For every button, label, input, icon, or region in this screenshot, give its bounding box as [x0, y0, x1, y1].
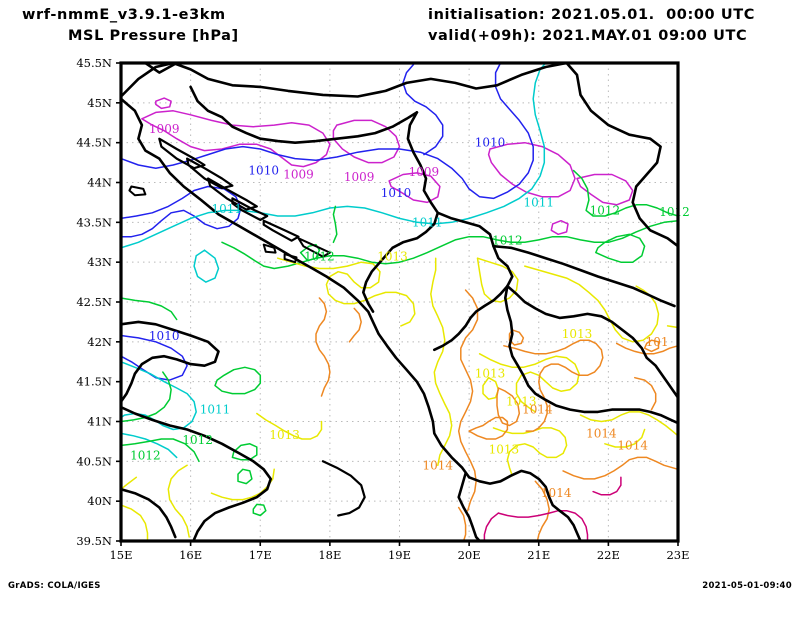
svg-text:45N: 45N [87, 96, 112, 110]
svg-text:42N: 42N [87, 335, 112, 349]
axis-tick-labels: 15E 16E 17E 18E 19E 20E 21E 22E 23E 39.5N 40N 40.5N… [76, 56, 689, 562]
axis-ticks [116, 62, 679, 546]
svg-text:1012: 1012 [182, 433, 213, 447]
svg-text:1011: 1011 [412, 215, 443, 229]
svg-text:1014: 1014 [522, 403, 553, 417]
svg-text:23E: 23E [666, 548, 689, 562]
svg-text:1013: 1013 [489, 442, 520, 456]
svg-text:18E: 18E [318, 548, 341, 562]
svg-text:1014: 1014 [423, 458, 454, 472]
svg-text:43.5N: 43.5N [76, 215, 112, 229]
map-gridlines [121, 63, 678, 541]
svg-text:1013: 1013 [269, 428, 300, 442]
svg-text:1011: 1011 [524, 195, 555, 209]
svg-text:43N: 43N [87, 255, 112, 269]
svg-text:1012: 1012 [659, 205, 690, 219]
svg-text:1013: 1013 [562, 327, 593, 341]
svg-text:1012: 1012 [590, 203, 621, 217]
svg-text:1010: 1010 [248, 164, 279, 178]
svg-text:39.5N: 39.5N [76, 534, 112, 548]
svg-text:1009: 1009 [344, 170, 375, 184]
svg-text:22E: 22E [597, 548, 620, 562]
svg-text:1010: 1010 [475, 136, 506, 150]
svg-text:1009: 1009 [149, 122, 180, 136]
svg-text:41.5N: 41.5N [76, 375, 112, 389]
svg-text:101: 101 [646, 335, 669, 349]
svg-text:1009: 1009 [283, 168, 314, 182]
svg-text:1012: 1012 [130, 449, 161, 463]
svg-text:1014: 1014 [617, 438, 648, 452]
svg-text:1013: 1013 [475, 367, 506, 381]
svg-text:42.5N: 42.5N [76, 295, 112, 309]
svg-text:19E: 19E [388, 548, 411, 562]
valid-time-label: valid(+09h): 2021.MAY.01 09:00 UTC [428, 28, 748, 44]
svg-text:45.5N: 45.5N [76, 56, 112, 70]
svg-text:16E: 16E [179, 548, 202, 562]
svg-text:1011: 1011 [212, 202, 243, 216]
initialisation-label: initialisation: 2021.05.01. 00:00 UTC [428, 7, 755, 23]
svg-text:21E: 21E [527, 548, 550, 562]
svg-text:1009: 1009 [409, 165, 440, 179]
svg-text:1012: 1012 [492, 234, 523, 248]
svg-text:1010: 1010 [381, 186, 412, 200]
svg-text:1011: 1011 [200, 403, 231, 417]
svg-text:44N: 44N [87, 176, 112, 190]
model-name-label: wrf-nmmE_v3.9.1-e3km [22, 7, 226, 23]
svg-text:15E: 15E [109, 548, 132, 562]
grads-credit-label: GrADS: COLA/IGES [8, 581, 101, 591]
svg-text:44.5N: 44.5N [76, 136, 112, 150]
svg-text:17E: 17E [249, 548, 272, 562]
svg-text:1014: 1014 [586, 426, 617, 440]
svg-text:1014: 1014 [541, 486, 572, 500]
svg-text:1013: 1013 [377, 250, 408, 264]
svg-text:20E: 20E [458, 548, 481, 562]
svg-text:40.5N: 40.5N [76, 454, 112, 468]
svg-text:1013: 1013 [506, 395, 537, 409]
svg-text:1012: 1012 [304, 250, 335, 264]
svg-text:40N: 40N [87, 494, 112, 508]
coastline-borders [119, 61, 680, 543]
timestamp-label: 2021-05-01-09:40 [702, 581, 792, 591]
field-name-label: MSL Pressure [hPa] [68, 28, 239, 44]
svg-text:41N: 41N [87, 415, 112, 429]
pressure-contours [120, 62, 679, 542]
svg-text:1010: 1010 [149, 329, 180, 343]
